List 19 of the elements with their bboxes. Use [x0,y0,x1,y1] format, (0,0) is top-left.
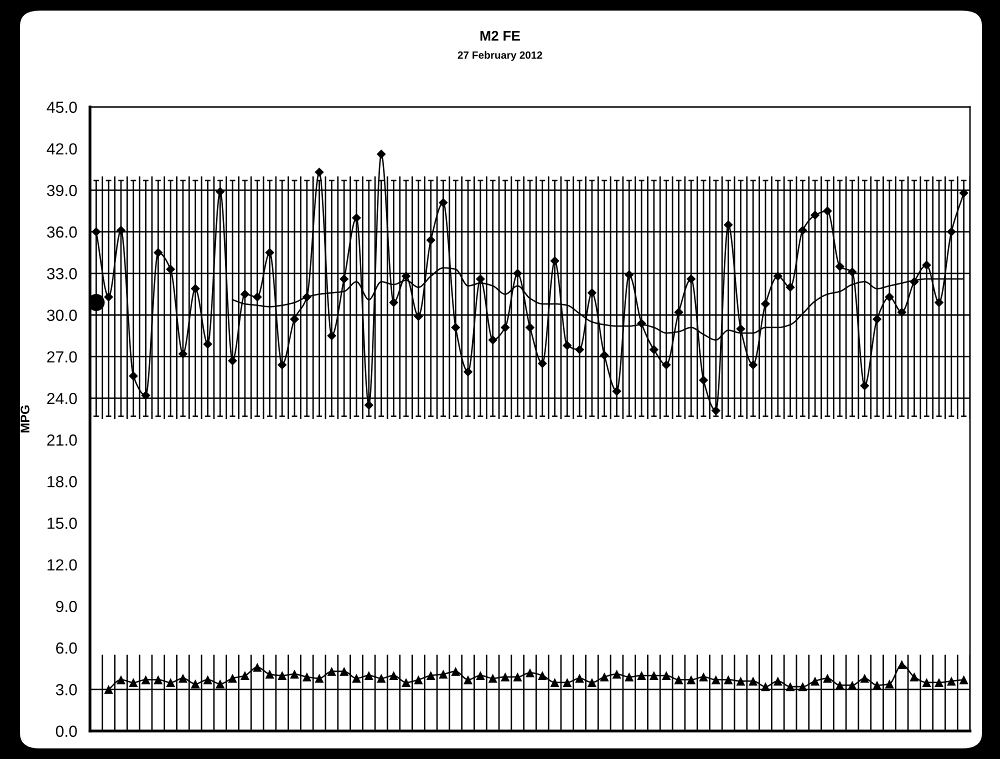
y-tick-label: 3.0 [56,684,77,696]
y-axis-title: MPG [20,406,30,432]
y-tick-label: 33.0 [47,268,77,280]
y-tick-label: 36.0 [47,226,77,238]
y-tick-label: 18.0 [48,476,77,488]
y-tick-label: 27.0 [47,351,77,363]
y-tick-label: 30.0 [47,310,77,321]
y-tick-label: 6.0 [56,642,77,654]
y-tick-label: 12.0 [48,559,77,571]
y-tick-label: 24.0 [47,392,77,404]
chart-title: M2 FE [480,30,520,41]
y-tick-label: 39.0 [47,184,77,196]
y-tick-label: 0.0 [56,726,77,737]
y-tick-label: 21.0 [47,434,77,446]
y-tick-label: 15.0 [48,518,77,529]
chart-subtitle: 27 February 2012 [458,51,542,61]
y-tick-label: 45.0 [46,102,77,113]
y-tick-label: 42.0 [46,143,77,155]
y-tick-label: 9.0 [56,600,77,612]
